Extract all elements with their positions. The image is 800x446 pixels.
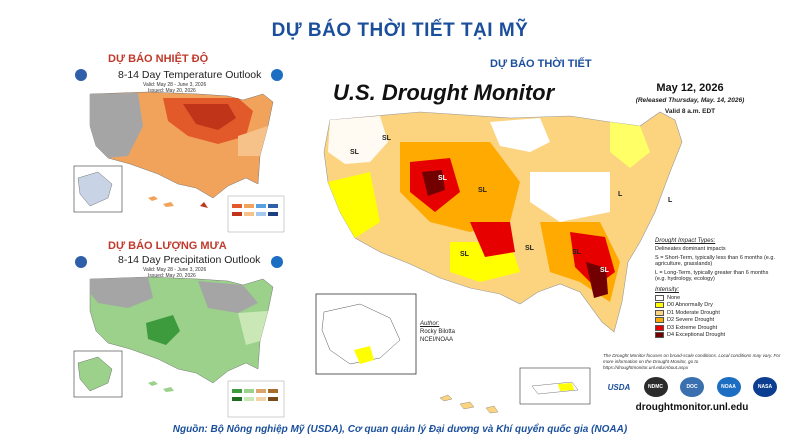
- drought-map-label: SL: [460, 251, 470, 258]
- drought-valid: Valid 8 a.m. EDT: [664, 108, 716, 115]
- ndmc-logo-icon: NDMC: [643, 377, 668, 397]
- drought-map-label: SL: [572, 249, 582, 256]
- intensity-list: None D0 Abnormally Dry D1 Moderate Drought…: [655, 294, 775, 339]
- author-block: Author: Rocky Bilotta NCEI/NOAA: [420, 320, 455, 344]
- drought-map-label: SL: [600, 267, 610, 274]
- temperature-valid: Valid: May 28 - June 3, 2026: [143, 82, 206, 88]
- intensity-row: None: [655, 294, 775, 301]
- drought-map-label: SL: [350, 149, 360, 156]
- drought-monitor-title: U.S. Drought Monitor: [333, 80, 555, 105]
- temperature-section-title: DỰ BÁO NHIỆT ĐỘ: [108, 53, 209, 65]
- nws-logo-icon: [271, 256, 283, 268]
- intensity-swatch: [655, 332, 664, 339]
- drought-map-label: SL: [525, 245, 535, 252]
- intensity-label: D2 Severe Drought: [667, 317, 715, 324]
- impact-item: L = Long-Term, typically greater than 6 …: [655, 269, 769, 283]
- drought-monitor-map: SL SL SL SL SL SL SL SL L L: [310, 72, 785, 424]
- drought-released: (Released Thursday, May. 14, 2026): [635, 97, 745, 104]
- drought-map-label: SL: [382, 135, 392, 142]
- intensity-heading: Intensity:: [655, 286, 680, 293]
- precipitation-section-title: DỰ BÁO LƯỢNG MƯA: [108, 240, 227, 252]
- precipitation-issued: Issued: May 20, 2026: [148, 273, 196, 279]
- intensity-label: D4 Exceptional Drought: [667, 332, 726, 339]
- noaa-logo-icon: [75, 256, 87, 268]
- doc-logo-icon: DOC: [680, 377, 704, 397]
- source-caption: Nguồn: Bộ Nông nghiệp Mỹ (USDA), Cơ quan…: [172, 424, 628, 435]
- drought-url[interactable]: droughtmonitor.unl.edu: [635, 402, 749, 413]
- intensity-label: D0 Abnormally Dry: [667, 302, 713, 309]
- precipitation-valid: Valid: May 28 - June 3, 2026: [143, 267, 206, 273]
- author-name: Rocky Bilotta: [420, 329, 456, 336]
- intensity-swatch: [655, 309, 664, 316]
- drought-legend: Drought Impact Types: Delineates dominan…: [655, 238, 775, 340]
- precipitation-outlook-map: 8-14 Day Precipitation Outlook Valid: Ma…: [68, 253, 290, 421]
- intensity-label: D3 Extreme Drought: [667, 324, 718, 331]
- drought-map-label: SL: [478, 187, 488, 194]
- drought-map-label: L: [618, 191, 623, 198]
- temperature-map-title: 8-14 Day Temperature Outlook: [118, 69, 262, 81]
- intensity-swatch: [655, 317, 664, 324]
- noaa-logo-icon: [75, 69, 87, 81]
- nws-logo-icon: [271, 69, 283, 81]
- intensity-row: D0 Abnormally Dry: [655, 302, 775, 309]
- impact-item: S = Short-Term, typically less than 6 mo…: [655, 254, 775, 268]
- impact-heading: Drought Impact Types:: [655, 238, 716, 244]
- precipitation-map-title: 8-14 Day Precipitation Outlook: [118, 254, 261, 266]
- agency-logos: USDA NDMC DOC NOAA NASA: [607, 376, 777, 398]
- intensity-swatch: [655, 294, 664, 301]
- intensity-label: D1 Moderate Drought: [667, 309, 720, 316]
- intensity-row: D1 Moderate Drought: [655, 309, 775, 316]
- intensity-row: D4 Exceptional Drought: [655, 332, 775, 339]
- author-heading: Author:: [420, 321, 440, 327]
- drought-map-label: L: [668, 197, 673, 204]
- intensity-swatch: [655, 302, 664, 309]
- author-org: NCEI/NOAA: [420, 337, 454, 344]
- intensity-swatch: [655, 324, 664, 331]
- impact-item: Delineates dominant impacts: [655, 246, 726, 252]
- intensity-row: D2 Severe Drought: [655, 317, 775, 324]
- temperature-issued: Issued: May 20, 2026: [148, 88, 196, 94]
- drought-note: The Drought Monitor focuses on broad-sca…: [603, 353, 781, 370]
- drought-section-title: DỰ BÁO THỜI TIẾT: [490, 58, 592, 70]
- intensity-row: D3 Extreme Drought: [655, 324, 775, 331]
- nasa-logo-icon: NASA: [753, 377, 777, 397]
- drought-map-label: SL: [438, 175, 448, 182]
- usda-logo-icon: USDA: [607, 377, 631, 397]
- noaa-logo-icon: NOAA: [716, 377, 741, 397]
- intensity-label: None: [667, 294, 681, 301]
- drought-date: May 12, 2026: [656, 82, 724, 94]
- page-title: DỰ BÁO THỜI TIẾT TẠI MỸ: [271, 20, 529, 41]
- temperature-outlook-map: 8-14 Day Temperature Outlook Valid: May …: [68, 66, 290, 236]
